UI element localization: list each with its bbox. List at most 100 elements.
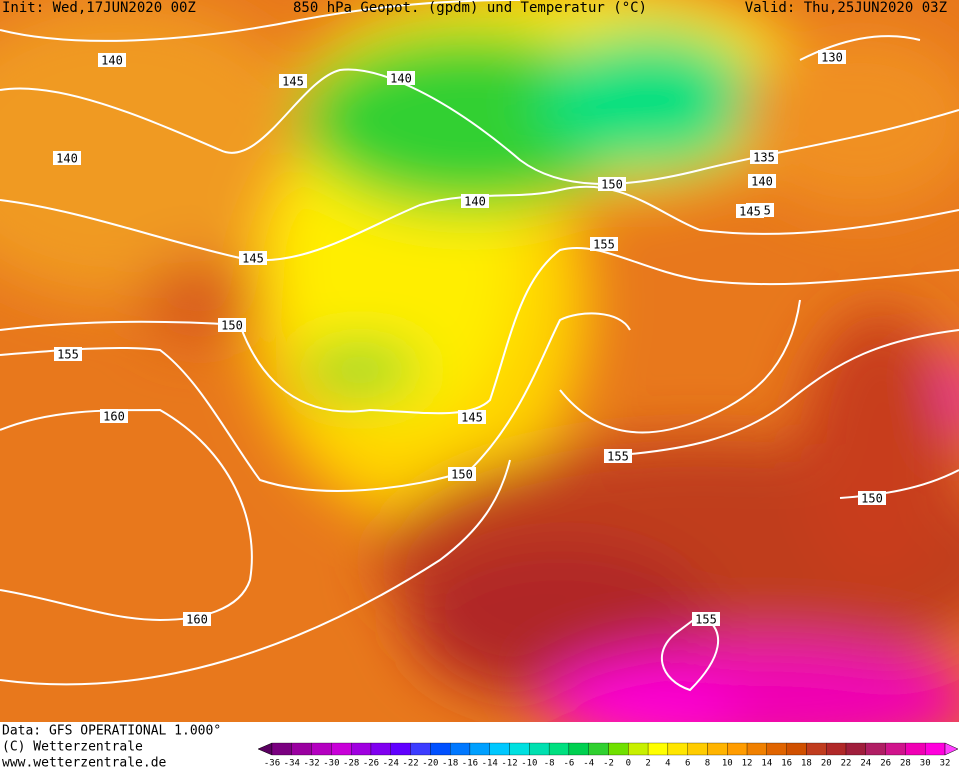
contour-label-box xyxy=(53,151,81,165)
contour-label: 150 xyxy=(601,178,623,192)
colorbar-tick-label: 20 xyxy=(821,759,832,769)
colorbar-swatch xyxy=(865,742,886,756)
contour-label: 145 xyxy=(282,75,304,89)
colorbar-swatch xyxy=(806,742,827,756)
colorbar-swatch xyxy=(410,742,431,756)
contour-label: 150 xyxy=(221,319,243,333)
contour-label: 140 xyxy=(751,175,773,189)
colorbar-tick-label: -22 xyxy=(402,759,418,769)
contour-label: 145 xyxy=(242,252,264,266)
colorbar-tick-label: -20 xyxy=(422,759,438,769)
colorbar-swatch xyxy=(588,742,609,756)
contour-label: 150 xyxy=(861,492,883,506)
colorbar-swatch xyxy=(351,742,372,756)
contour-label-box xyxy=(818,50,846,64)
colorbar-swatch xyxy=(291,742,312,756)
contour-label: 140 xyxy=(56,152,78,166)
contour-label-box xyxy=(448,467,476,481)
copyright: (C) Wetterzentrale xyxy=(2,740,143,755)
colorbar-tick-label: 28 xyxy=(900,759,911,769)
colorbar-tick-label: -32 xyxy=(303,759,319,769)
colorbar-swatch xyxy=(746,742,768,756)
colorbar-tick-label: -6 xyxy=(563,759,574,769)
contour-label-box xyxy=(590,237,618,251)
valid-time: Valid: Thu,25JUN2020 03Z xyxy=(745,0,947,16)
colorbar-swatch xyxy=(370,742,391,756)
contour-label-box xyxy=(183,612,211,626)
contour-label-box xyxy=(218,318,246,332)
colorbar-tick-label: 26 xyxy=(880,759,891,769)
contour-label-box xyxy=(858,491,886,505)
website: www.wetterzentrale.de xyxy=(2,756,167,770)
colorbar-swatch xyxy=(667,742,688,756)
colorbar-swatch xyxy=(608,742,629,756)
map-title: 850 hPa Geopot. (gpdm) und Temperatur (°… xyxy=(293,0,647,16)
contour-label: 155 xyxy=(57,348,79,362)
contour-labels: 140 145 140 140 145 140 150 145 155 155 160 160 150 1… xyxy=(53,50,886,627)
contour-label-box xyxy=(692,612,720,626)
colorbar-tick-label: -18 xyxy=(442,759,458,769)
colorbar-tick-label: 16 xyxy=(781,759,792,769)
contour-label: 145 xyxy=(461,411,483,425)
colorbar-swatch xyxy=(548,742,570,756)
contour-label-box xyxy=(387,71,415,85)
contour-label-box xyxy=(736,204,764,218)
contour-label-box xyxy=(748,174,776,188)
colorbar-tick-label: -16 xyxy=(462,759,478,769)
colorbar-tick-label: -30 xyxy=(323,759,339,769)
colorbar-tick-label: 24 xyxy=(860,759,871,769)
contour-label: 140 xyxy=(464,195,486,209)
init-time: Init: Wed,17JUN2020 00Z xyxy=(2,0,196,16)
colorbar-tick-label: 2 xyxy=(645,759,650,769)
colorbar-tick-label: 0 xyxy=(626,759,631,769)
colorbar-swatch xyxy=(390,742,411,756)
contour-label: 150 xyxy=(451,468,473,482)
contour-label-box xyxy=(239,251,267,265)
contour-label: 160 xyxy=(103,410,125,424)
colorbar-high-arrow xyxy=(944,742,959,756)
colorbar-tick-label: 12 xyxy=(742,759,753,769)
colorbar-tick-label: -12 xyxy=(501,759,517,769)
contour-label-box xyxy=(100,409,128,423)
contour-label-box xyxy=(279,74,307,88)
colorbar-swatch xyxy=(707,742,728,756)
contour-label: 130 xyxy=(821,51,843,65)
colorbar-tick-label: -36 xyxy=(264,759,280,769)
contour-label-box xyxy=(458,410,486,424)
contour-label: 160 xyxy=(186,613,208,627)
colorbar-swatch xyxy=(727,742,748,756)
colorbar-swatch xyxy=(449,742,471,756)
colorbar-tick-label: 6 xyxy=(685,759,690,769)
colorbar-tick-label: 8 xyxy=(705,759,710,769)
contour-label-box xyxy=(604,449,632,463)
colorbar-swatch xyxy=(845,742,866,756)
colorbar-tick-label: -28 xyxy=(343,759,359,769)
colorbar-swatch xyxy=(687,742,708,756)
colorbar-tick-label: 14 xyxy=(761,759,772,769)
contour-label: 155 xyxy=(607,450,629,464)
contour-label: 140 xyxy=(390,72,412,86)
contour-label: 140 xyxy=(101,54,123,68)
colorbar-tick-label: 18 xyxy=(801,759,812,769)
colorbar-tick-label: -10 xyxy=(521,759,537,769)
colorbar-tick-label: -8 xyxy=(544,759,555,769)
colorbar-tick-label: 22 xyxy=(841,759,852,769)
colorbar-swatch xyxy=(766,742,787,756)
contour-label: 155 xyxy=(695,613,717,627)
colorbar: -36 -34 -32 -30 -28 -26 -24 -22 -20 -18 -16 -14 -12-… xyxy=(257,742,959,769)
colorbar-tick-label: -14 xyxy=(482,759,498,769)
colorbar-tick-label: 10 xyxy=(722,759,733,769)
colorbar-swatch xyxy=(529,742,550,756)
colorbar-tick-label: -4 xyxy=(583,759,594,769)
colorbar-swatch xyxy=(628,742,649,756)
colorbar-swatch xyxy=(271,742,292,756)
colorbar-tick-label: -26 xyxy=(363,759,379,769)
colorbar-swatch xyxy=(430,742,451,756)
colorbar-tick-label: 4 xyxy=(665,759,670,769)
colorbar-swatch xyxy=(568,742,589,756)
data-source: Data: GFS OPERATIONAL 1.000° xyxy=(2,724,221,739)
contour-label-box xyxy=(461,194,489,208)
